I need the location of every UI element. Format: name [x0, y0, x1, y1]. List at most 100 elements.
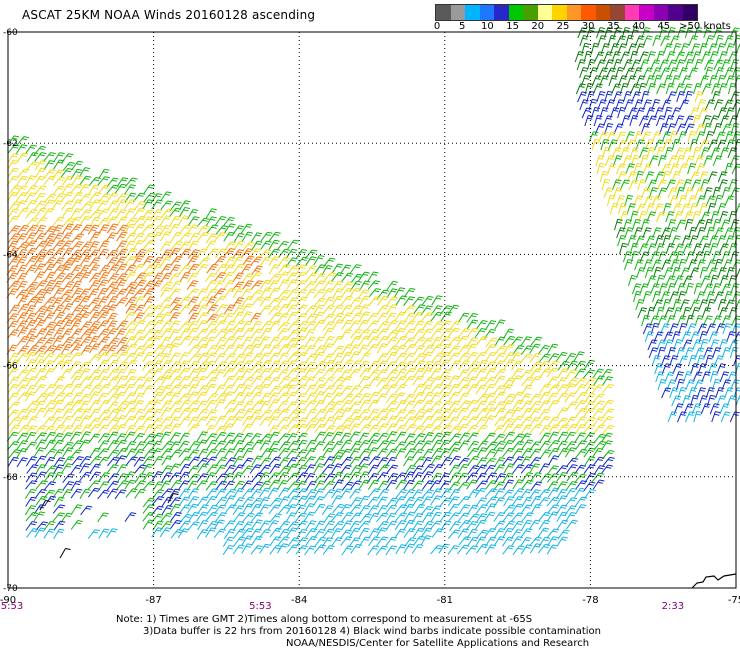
wind-barb — [214, 296, 227, 306]
wind-barb — [430, 416, 444, 426]
wind-barb — [105, 304, 118, 314]
wind-barb — [592, 368, 604, 379]
wind-barb — [546, 465, 559, 475]
wind-barb — [322, 296, 335, 307]
wind-barb — [411, 311, 424, 322]
wind-barb — [448, 512, 461, 522]
wind-barb — [709, 370, 719, 383]
wind-barb — [26, 296, 39, 306]
wind-barb — [232, 305, 245, 316]
wind-barb — [687, 163, 696, 175]
wind-barb — [205, 521, 218, 531]
wind-barb — [556, 495, 568, 506]
legend-tick-label: 15 — [506, 21, 519, 32]
wind-barb — [566, 377, 579, 387]
wind-barb — [312, 369, 325, 379]
wind-barb — [484, 368, 497, 379]
wind-barb — [539, 440, 551, 451]
wind-barb — [546, 528, 560, 538]
wind-barb — [359, 393, 371, 404]
wind-barb — [241, 311, 253, 322]
wind-barb — [529, 353, 541, 363]
wind-barb — [448, 488, 461, 499]
wind-barb — [349, 264, 362, 274]
wind-barb — [278, 376, 291, 386]
wind-barb — [358, 376, 370, 387]
wind-barb — [141, 272, 155, 282]
wind-barb — [403, 287, 416, 298]
wind-barb — [205, 472, 217, 483]
wind-barb — [386, 320, 398, 330]
wind-barb — [645, 75, 655, 87]
wind-barb — [287, 409, 300, 420]
wind-barb — [350, 465, 362, 475]
wind-barb — [52, 185, 65, 196]
wind-barb — [267, 487, 279, 498]
wind-barb — [179, 407, 192, 418]
wind-barb — [323, 401, 336, 411]
wind-barb — [107, 376, 120, 386]
wind-barb — [25, 496, 37, 507]
wind-barb — [204, 352, 217, 363]
wind-barb — [304, 336, 316, 347]
wind-barb — [222, 472, 235, 484]
wind-barb — [430, 545, 443, 555]
wind-barb — [17, 345, 30, 355]
wind-barb — [349, 360, 362, 371]
wind-barb — [584, 456, 596, 467]
wind-barb — [421, 489, 434, 499]
wind-barb — [305, 392, 317, 403]
wind-barb — [547, 440, 560, 450]
wind-barb — [206, 504, 219, 515]
wind-barb — [43, 312, 56, 323]
wind-barb — [196, 496, 209, 507]
wind-barb — [367, 280, 381, 290]
wind-barb — [447, 503, 460, 514]
wind-barb — [116, 320, 129, 330]
wind-barb — [385, 448, 398, 459]
wind-barb — [466, 367, 479, 378]
wind-barb — [214, 255, 227, 266]
wind-barb — [592, 416, 605, 427]
wind-barb — [61, 313, 74, 323]
wind-barb — [475, 384, 487, 395]
wind-barb — [106, 216, 119, 226]
wind-barb — [268, 479, 281, 490]
wind-barb — [295, 264, 307, 275]
wind-barb — [26, 161, 39, 171]
wind-barb — [142, 512, 155, 522]
wind-barb — [106, 320, 118, 331]
wind-barb — [124, 352, 137, 363]
wind-barb — [466, 343, 478, 354]
wind-barb — [547, 487, 560, 498]
wind-barb — [61, 183, 74, 194]
wind-barb — [142, 472, 154, 482]
wind-barb — [386, 351, 398, 362]
wind-barb — [439, 359, 451, 370]
wind-barb — [593, 115, 603, 127]
wind-barb — [268, 504, 281, 515]
wind-barb — [169, 215, 181, 226]
wind-barb — [178, 296, 191, 307]
wind-barb — [16, 280, 28, 292]
wind-barb — [547, 343, 559, 354]
wind-barb — [350, 543, 362, 554]
wind-barb — [484, 407, 497, 418]
wind-barb — [667, 411, 678, 423]
wind-barb — [213, 519, 225, 530]
wind-barb — [152, 352, 165, 363]
wind-barb — [538, 512, 551, 522]
wind-barb — [88, 272, 101, 283]
wind-barb — [503, 463, 515, 474]
wind-barb — [457, 392, 470, 403]
wind-barb — [512, 399, 524, 410]
wind-barb — [530, 495, 542, 506]
wind-barb — [724, 131, 734, 143]
wind-barb — [376, 432, 389, 443]
wind-barb — [322, 280, 335, 291]
wind-barb — [61, 207, 74, 218]
wind-barb — [205, 216, 217, 227]
wind-barb — [277, 448, 290, 458]
wind-barb — [43, 481, 57, 491]
wind-barb — [177, 528, 190, 539]
